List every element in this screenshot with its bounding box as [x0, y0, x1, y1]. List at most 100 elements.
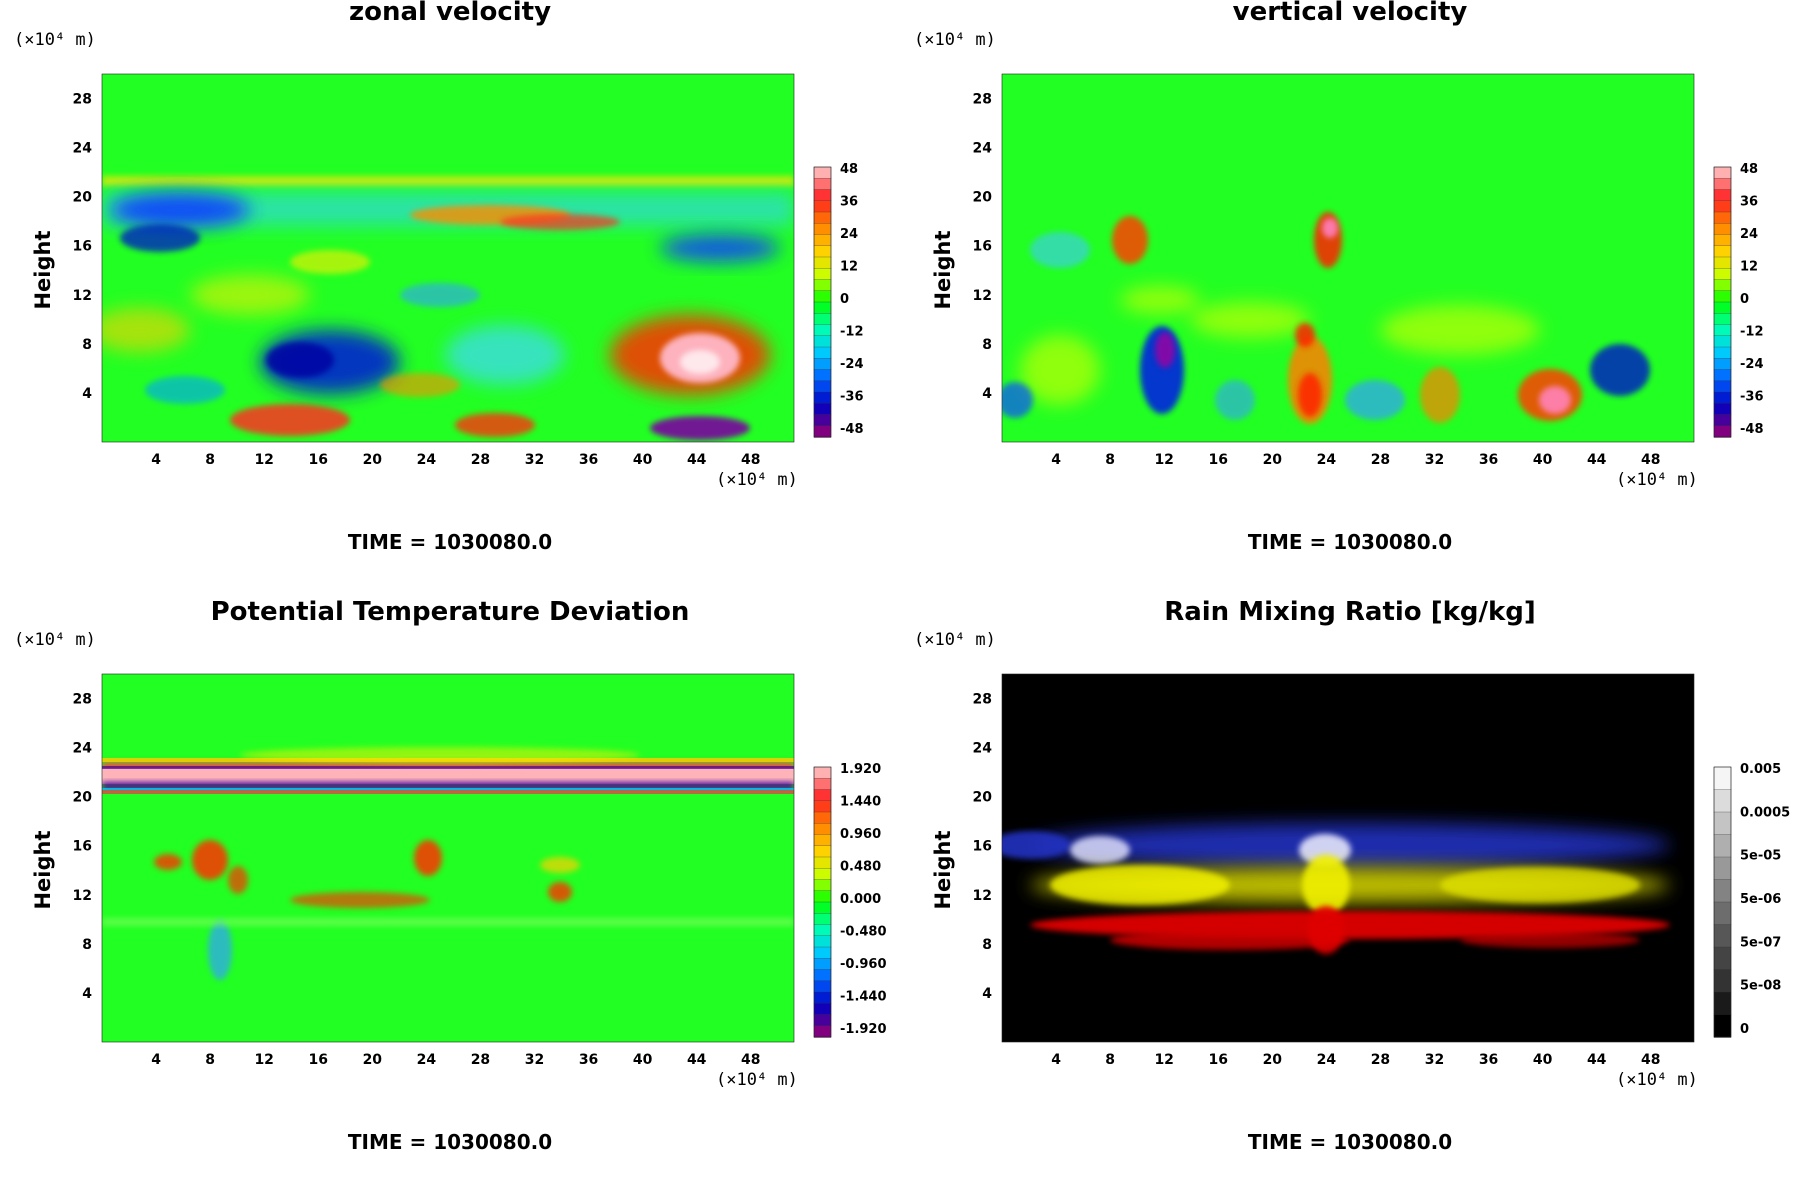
field-band [102, 790, 794, 794]
chart-title: zonal velocity [348, 0, 552, 27]
x-tick-label: 16 [1209, 1052, 1228, 1068]
x-tick-label: 8 [205, 452, 215, 468]
x-tick-label: 12 [254, 1052, 273, 1068]
colorbar-cell [813, 1014, 832, 1027]
chart-svg: 4 8 12 16 20 24 28 32 36 40 44 484812162024281.9201… [73, 673, 887, 1068]
field-feature [660, 234, 780, 262]
colorbar-tick-label: -1.920 [840, 1022, 887, 1037]
field-feature [1302, 855, 1350, 915]
colorbar-tick-label: 0.960 [840, 827, 881, 842]
field-feature [1345, 380, 1405, 420]
colorbar-tick-label: 12 [1740, 260, 1758, 275]
field-feature [230, 404, 350, 436]
colorbar-cell [813, 834, 832, 847]
colorbar-cell [813, 789, 832, 802]
colorbar-tick-label: 1.920 [840, 762, 881, 777]
colorbar-tick-label: 24 [840, 227, 858, 242]
field-band [102, 918, 794, 926]
colorbar-frame [813, 766, 832, 1038]
x-tick-label: 32 [1425, 452, 1444, 468]
field-feature [154, 854, 182, 870]
y-tick-label: 16 [73, 839, 92, 855]
x-tick-label: 36 [1479, 452, 1498, 468]
colorbar-tick-label: -0.960 [840, 957, 887, 972]
colorbar-tick-label: -36 [1740, 390, 1764, 405]
field-feature [110, 192, 250, 228]
y-tick-label: 24 [73, 741, 93, 757]
colorbar-tick-label: 48 [1740, 162, 1758, 177]
field-feature [1155, 332, 1175, 368]
plot-frame [1001, 73, 1695, 443]
colorbar-frame [1713, 166, 1732, 438]
x-tick-label: 4 [1051, 1052, 1061, 1068]
colorbar-cell [813, 958, 832, 971]
field-feature [500, 214, 620, 230]
y-unit-label: (×10⁴ m) [14, 630, 96, 650]
chart-title: Rain Mixing Ratio [kg/kg] [1164, 597, 1536, 627]
colorbar-cell [813, 290, 832, 303]
colorbar-cell [1713, 834, 1732, 858]
x-tick-label: 40 [1533, 452, 1553, 468]
x-tick-label: 20 [363, 452, 383, 468]
colorbar-cell [1713, 279, 1732, 292]
y-unit-label: (×10⁴ m) [914, 630, 996, 650]
colorbar-cell [813, 1003, 832, 1016]
colorbar-frame [1713, 766, 1732, 1038]
colorbar-tick-label: 0.0005 [1740, 805, 1790, 820]
x-tick-label: 24 [1317, 452, 1337, 468]
colorbar-cell [1713, 189, 1732, 202]
colorbar-cell [1713, 166, 1732, 179]
y-tick-label: 24 [973, 141, 993, 157]
colorbar-cell [1713, 403, 1732, 416]
x-tick-label: 40 [633, 452, 653, 468]
colorbar-cell [813, 313, 832, 326]
colorbar-cell [813, 166, 832, 179]
colorbar-cell [813, 414, 832, 427]
x-tick-label: 16 [1209, 452, 1228, 468]
x-tick-label: 20 [1263, 452, 1283, 468]
y-tick-label: 8 [982, 337, 992, 353]
x-tick-label: 8 [1105, 452, 1115, 468]
colorbar-cell [813, 901, 832, 914]
x-tick-label: 12 [254, 452, 273, 468]
x-tick-label: 16 [309, 1052, 328, 1068]
colorbar-cell [813, 935, 832, 948]
colorbar-cell [1713, 946, 1732, 971]
colorbar-cell [1713, 335, 1732, 348]
field-feature [1120, 286, 1200, 314]
colorbar-cell [1713, 380, 1732, 393]
field-features [1002, 74, 1694, 424]
time-annotation: TIME = 1030080.0 [1247, 1130, 1453, 1154]
colorbar-cell [1713, 178, 1732, 191]
colorbar-cell [813, 811, 832, 824]
x-tick-label: 44 [687, 452, 707, 468]
y-tick-label: 28 [973, 692, 992, 708]
y-tick-label: 28 [73, 92, 92, 108]
colorbar-cell [1713, 1014, 1732, 1038]
x-unit-label: (×10⁴ m) [1616, 1070, 1698, 1090]
field-band [102, 176, 794, 186]
panel-vertical-velocity: vertical velocity (×10⁴ m) Height 4 8 12 16… [900, 0, 1800, 600]
field-feature [1050, 865, 1230, 905]
colorbar-cell [813, 991, 832, 1004]
colorbar-tick-label: -24 [840, 357, 864, 372]
y-tick-label: 12 [973, 888, 992, 904]
y-tick-label: 20 [73, 790, 93, 806]
x-tick-label: 24 [417, 1052, 437, 1068]
colorbar-tick-label: 0 [1740, 292, 1749, 307]
colorbar-cell [813, 969, 832, 982]
field-feature [1215, 380, 1255, 420]
field-feature [102, 308, 190, 352]
x-tick-label: 32 [525, 452, 544, 468]
colorbar-cell [813, 189, 832, 202]
y-tick-label: 8 [82, 337, 92, 353]
field-feature [1002, 382, 1033, 418]
colorbar-tick-label: 0.005 [1740, 762, 1781, 777]
colorbar-tick-label: -48 [840, 422, 864, 437]
colorbar-cell [813, 800, 832, 813]
colorbar-cell [1713, 425, 1732, 438]
field-feature [1539, 386, 1571, 414]
colorbar-cell [1713, 766, 1732, 791]
colorbar-cell [813, 391, 832, 404]
colorbar-cell [813, 324, 832, 337]
